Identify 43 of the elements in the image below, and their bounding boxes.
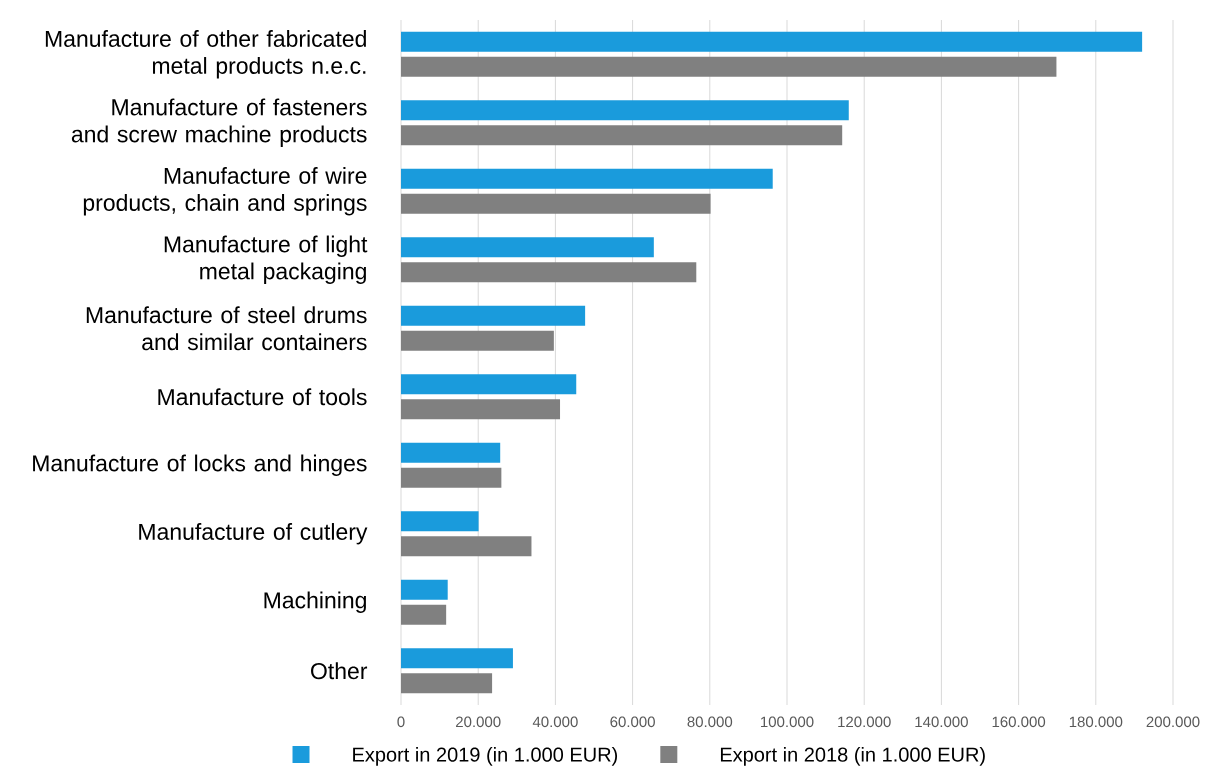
bar: [401, 330, 554, 351]
x-tick-label: 160.000: [992, 716, 1046, 728]
y-tick-label: Manufacture of other fabricated metal products n.e.c.: [45, 30, 366, 79]
y-tick-label: Manufacture of locks and hinges: [33, 454, 367, 476]
bar: [401, 648, 513, 669]
x-tick-label: 120.000: [838, 716, 891, 728]
bar: [401, 100, 849, 121]
y-tick-label: Manufacture of light metal packaging: [164, 235, 368, 284]
bar: [401, 305, 586, 326]
y-tick-label: Manufacture of cutlery: [139, 523, 368, 545]
x-tick-label: 200.000: [1146, 716, 1200, 728]
bar: [401, 511, 479, 532]
legend-label: Export in 2018 (in 1.000 EUR): [720, 747, 985, 766]
bar: [401, 237, 654, 258]
bar: [401, 262, 697, 283]
x-tick-label: 0: [397, 716, 405, 728]
legend-label: Export in 2019 (in 1.000 EUR): [353, 747, 618, 766]
bar: [401, 399, 561, 420]
bar: [401, 579, 448, 600]
bar: [401, 604, 447, 625]
bar: [401, 467, 502, 488]
bar: [401, 536, 532, 557]
bar: [401, 673, 493, 694]
y-tick-label: Machining: [264, 591, 366, 613]
y-tick-label: Other: [311, 662, 368, 680]
y-tick-label: Manufacture of wire products, chain and springs: [83, 167, 367, 216]
x-tick-label: 60.000: [610, 716, 655, 728]
y-tick-label: Manufacture of steel drums and similar containers: [86, 306, 367, 351]
x-tick-label: 100.000: [761, 716, 814, 728]
bar: [401, 442, 501, 463]
bar: [401, 125, 843, 146]
bar: [401, 168, 773, 189]
x-tick-label: 20.000: [456, 716, 501, 728]
y-tick-label: Manufacture of fasteners and screw machine products: [71, 98, 367, 147]
x-tick-label: 140.000: [915, 716, 968, 728]
x-tick-label: 40.000: [532, 716, 578, 728]
bar: [401, 374, 577, 395]
x-tick-label: 180.000: [1069, 716, 1123, 728]
x-tick-label: 80.000: [687, 716, 733, 728]
bar: [401, 31, 1143, 52]
bar: [401, 56, 1057, 77]
y-tick-label: Manufacture of tools: [158, 388, 367, 406]
bar: [401, 193, 711, 214]
